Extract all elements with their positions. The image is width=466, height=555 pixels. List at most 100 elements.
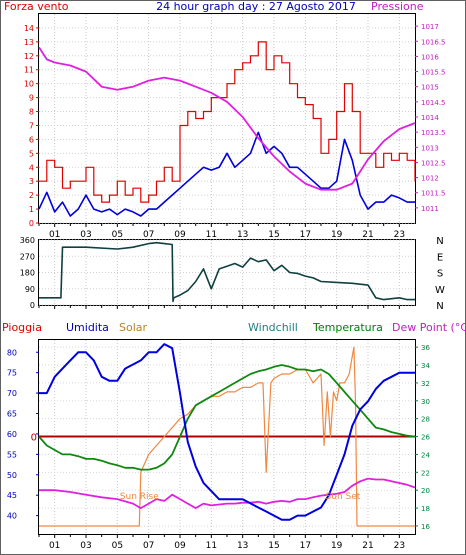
wind-tick-label: 13 <box>24 38 34 47</box>
wind-axis-label: Forza vento <box>4 0 69 13</box>
x-tick-label-01: 01 <box>49 230 60 240</box>
wind-tick-label: 11 <box>24 66 34 75</box>
wind-tick-label: 7 <box>29 121 34 130</box>
pressure-tick-label: 1015 <box>421 84 439 92</box>
wind-tick-label: 6 <box>29 135 34 144</box>
panel-wind-series <box>38 41 416 217</box>
x-tick-label-19: 19 <box>331 230 343 240</box>
panel-wind-grid <box>38 14 415 227</box>
x-tick-label-15: 15 <box>268 541 279 551</box>
pressure-tick-label: 1012 <box>421 175 439 183</box>
humidity-tick-label: 45 <box>7 491 17 500</box>
humidity-ticks: 40 45 50 55 60 65 70 75 80 <box>7 348 39 521</box>
direction-degree-label: 0 <box>30 301 35 310</box>
humidity-tick-label: 80 <box>7 348 17 357</box>
temperature-tick-label: 36 <box>421 344 430 352</box>
sun-set-annotation: Sun Set <box>326 492 361 502</box>
temperature-tick-label: 32 <box>421 380 430 388</box>
sun-rise-annotation: Sun Rise <box>120 492 159 502</box>
temperature-tick-label: 28 <box>421 416 430 424</box>
wind-tick-label: 4 <box>29 163 34 172</box>
pressure-tick-label: 1013.5 <box>421 129 446 137</box>
panel-wind-x-ticks: 01 03 05 07 09 11 13 15 17 19 21 23 <box>49 230 405 240</box>
panel-direction-series <box>39 241 415 303</box>
humidity-tick-label: 50 <box>7 471 17 480</box>
compass-label: N <box>436 236 443 247</box>
panel-humidity-series <box>38 343 416 527</box>
rain-zero-label: 0 <box>31 433 37 444</box>
x-tick-label-05: 05 <box>112 230 123 240</box>
pressure-tick-label: 1013 <box>421 144 439 152</box>
compass-label: S <box>437 269 443 280</box>
temperature-tick-label: 18 <box>421 505 430 513</box>
pressure-tick-label: 1015.5 <box>421 69 446 77</box>
compass-label: E <box>437 252 443 263</box>
wind-tick-label: 14 <box>24 24 34 33</box>
x-tick-label-09: 09 <box>174 541 186 551</box>
temperature-tick-label: 24 <box>421 451 430 459</box>
wind-tick-label: 8 <box>29 108 34 117</box>
humidity-tick-label: 70 <box>7 389 17 398</box>
direction-series-line <box>39 241 415 303</box>
x-tick-label-23: 23 <box>394 541 405 551</box>
pressure-tick-label: 1012.5 <box>421 159 446 167</box>
humidity-tick-label: 60 <box>7 430 17 439</box>
x-tick-label-11: 11 <box>206 541 217 551</box>
panel-wind-frame <box>38 13 416 224</box>
pressure-tick-label: 1011 <box>421 205 439 213</box>
temperature-tick-label: 30 <box>421 398 430 406</box>
wind-tick-label: 3 <box>29 177 34 186</box>
x-tick-label-07: 07 <box>143 541 154 551</box>
x-tick-label-07: 07 <box>143 230 154 240</box>
x-tick-label-11: 11 <box>206 230 217 240</box>
x-tick-label-03: 03 <box>80 230 91 240</box>
x-tick-label-09: 09 <box>174 230 186 240</box>
wind-tick-label: 1 <box>29 205 34 214</box>
x-tick-label-19: 19 <box>331 541 343 551</box>
temperature-tick-label: 34 <box>421 362 430 370</box>
x-tick-label-01: 01 <box>49 541 60 551</box>
humidity-tick-label: 65 <box>7 410 17 419</box>
legend-solar: Solar <box>119 321 148 334</box>
direction-degree-ticks: 0 90 180 270 360 <box>20 236 35 310</box>
wind-tick-label: 2 <box>29 191 34 200</box>
pressure-tick-label: 1014 <box>421 114 439 122</box>
pressure-series-line <box>38 46 416 191</box>
direction-degree-label: 90 <box>25 285 35 294</box>
x-tick-label-21: 21 <box>362 541 373 551</box>
panel-direction-frame <box>38 239 416 306</box>
humidity-tick-label: 75 <box>7 369 17 378</box>
legend-humidity: Umidita <box>66 321 109 334</box>
humidity-tick-label: 40 <box>7 512 17 521</box>
x-tick-label-05: 05 <box>112 541 123 551</box>
temperature-series-line <box>38 364 416 471</box>
x-tick-label-21: 21 <box>362 230 373 240</box>
pressure-tick-label: 1016.5 <box>421 38 446 46</box>
humidity-series-line <box>39 343 415 521</box>
x-tick-label-13: 13 <box>237 541 248 551</box>
wind-tick-label: 12 <box>24 52 34 61</box>
panel-direction-grid <box>38 239 415 309</box>
compass-label: W <box>435 285 445 296</box>
x-tick-label-15: 15 <box>268 230 279 240</box>
direction-degree-label: 270 <box>20 252 35 261</box>
x-tick-label-13: 13 <box>237 230 248 240</box>
panel-humidity-x-ticks: 01 03 05 07 09 11 13 15 17 19 21 23 <box>49 541 405 551</box>
temperature-tick-label: 16 <box>421 523 430 531</box>
x-tick-label-23: 23 <box>394 230 405 240</box>
wind-tick-label: 9 <box>29 94 34 103</box>
chart-title: 24 hour graph day : 27 Agosto 2017 <box>156 0 356 13</box>
wind-tick-label: 10 <box>24 80 34 89</box>
gust-series-line <box>38 131 415 217</box>
temperature-tick-label: 22 <box>421 469 430 477</box>
x-tick-label-03: 03 <box>80 541 91 551</box>
pressure-axis-label: Pressione <box>371 0 424 13</box>
legend-rain: Pioggia <box>2 321 42 334</box>
pressure-tick-label: 1014.5 <box>421 99 446 107</box>
direction-degree-label: 360 <box>20 236 35 245</box>
temperature-tick-label: 20 <box>421 487 430 495</box>
